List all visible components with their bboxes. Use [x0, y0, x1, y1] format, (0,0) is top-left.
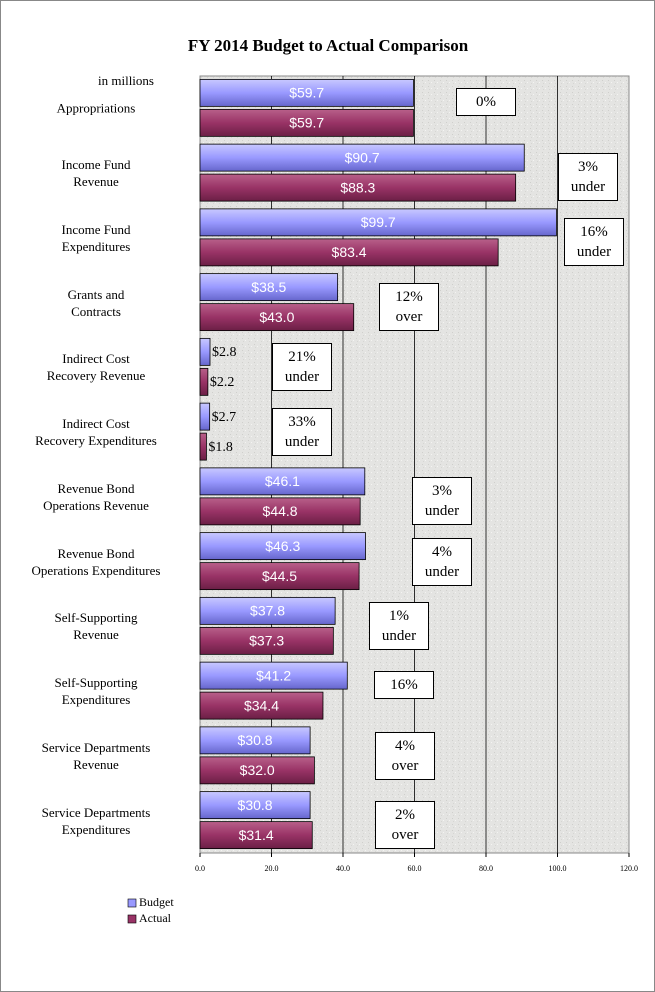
bar [199, 337, 211, 366]
value-label: $34.4 [244, 697, 279, 713]
annotation: 4% under [412, 537, 472, 586]
category-label: Service Departments Revenue [41, 739, 151, 772]
value-label: $90.7 [345, 149, 380, 165]
value-label: $41.2 [256, 667, 291, 683]
annotation: 1% under [369, 602, 429, 651]
annotation: 33% under [272, 408, 332, 457]
x-tick-label: 40.0 [336, 864, 350, 873]
value-label: $2.7 [212, 410, 237, 425]
bar [199, 821, 313, 850]
category-label: Appropriations [56, 100, 136, 116]
value-label: $99.7 [361, 214, 396, 230]
bar [199, 78, 414, 107]
legend-swatch [127, 898, 137, 908]
bar [199, 756, 315, 785]
bar [199, 562, 360, 591]
bar [199, 303, 355, 332]
legend-label: Actual [139, 911, 172, 925]
category-label: Grants and Contracts [67, 286, 125, 319]
category-label: Self-Supporting Revenue [54, 610, 138, 643]
bar [199, 143, 525, 172]
category-label: Self-Supporting Expenditures [54, 675, 138, 708]
x-tick-label: 100.0 [549, 864, 567, 873]
annotation: 4% over [375, 731, 435, 780]
value-label: $2.8 [212, 345, 237, 360]
category-label: Income Fund Expenditures [61, 221, 131, 254]
unit-label: in millions [98, 73, 154, 88]
value-label: $59.7 [289, 85, 324, 101]
value-label: $30.8 [238, 797, 273, 813]
annotation: 16% [374, 671, 434, 700]
bar [199, 208, 557, 237]
category-label: Indirect Cost Recovery Revenue [46, 351, 146, 384]
x-tick-label: 80.0 [479, 864, 493, 873]
value-label: $59.7 [289, 115, 324, 131]
value-label: $37.3 [249, 633, 284, 649]
bar [199, 791, 311, 820]
x-tick-label: 120.0 [620, 864, 638, 873]
value-label: $46.3 [265, 538, 300, 554]
annotation: 3% under [558, 153, 618, 202]
annotation: 21% under [272, 343, 332, 392]
bar [199, 108, 414, 137]
category-label: Revenue Bond Operations Expenditures [31, 545, 161, 578]
bar [199, 596, 336, 625]
value-label: $30.8 [238, 732, 273, 748]
annotation: 16% under [564, 217, 624, 266]
annotation: 12% over [379, 282, 439, 331]
bar [199, 626, 334, 655]
bar [199, 467, 366, 496]
value-label: $83.4 [332, 244, 367, 260]
value-label: $32.0 [240, 762, 275, 778]
value-label: $37.8 [250, 603, 285, 619]
bar [199, 173, 517, 202]
annotation: 0% [456, 88, 516, 117]
value-label: $38.5 [251, 279, 286, 295]
bar [199, 367, 209, 396]
category-label: Revenue Bond Operations Revenue [43, 480, 149, 513]
category-label: Indirect Cost Recovery Expenditures [35, 416, 157, 449]
annotation: 3% under [412, 476, 472, 525]
bar [199, 432, 207, 461]
value-label: $43.0 [259, 309, 294, 325]
value-label: $88.3 [340, 179, 375, 195]
legend-swatch [127, 914, 137, 924]
bar [199, 497, 361, 526]
value-label: $46.1 [265, 473, 300, 489]
value-label: $31.4 [239, 827, 274, 843]
bar [199, 661, 348, 690]
bar [199, 691, 324, 720]
bar [199, 532, 366, 561]
x-tick-label: 0.0 [195, 864, 205, 873]
value-label: $1.8 [208, 440, 233, 455]
category-label: Service Departments Expenditures [41, 804, 151, 837]
legend-label: Budget [139, 895, 174, 909]
bar [199, 726, 311, 755]
bar [199, 273, 339, 302]
x-tick-label: 20.0 [265, 864, 279, 873]
value-label: $2.2 [210, 375, 235, 390]
bar [199, 402, 211, 431]
value-label: $44.5 [262, 568, 297, 584]
chart-title: FY 2014 Budget to Actual Comparison [188, 36, 469, 55]
category-label: Income Fund Revenue [61, 157, 131, 190]
annotation: 2% over [375, 800, 435, 849]
x-tick-label: 60.0 [408, 864, 422, 873]
value-label: $44.8 [263, 503, 298, 519]
bar [199, 238, 499, 267]
